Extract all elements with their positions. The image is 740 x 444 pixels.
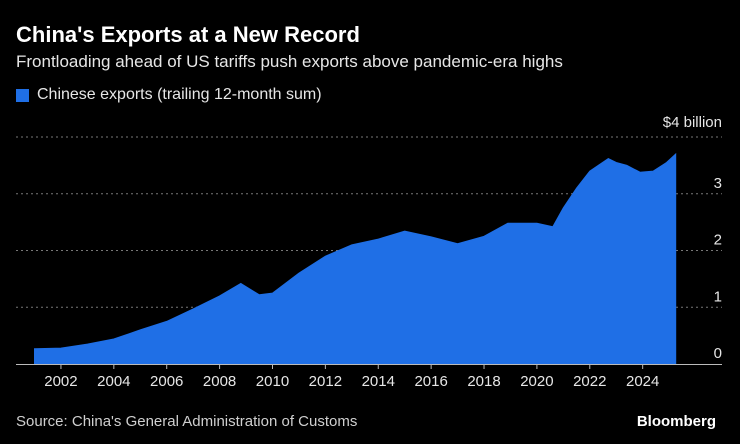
chart-subtitle: Frontloading ahead of US tariffs push ex… xyxy=(16,52,563,71)
legend-swatch xyxy=(16,88,29,102)
x-tick-label: 2014 xyxy=(362,373,395,390)
x-tick-label: 2020 xyxy=(520,373,553,390)
chart-title: China's Exports at a New Record xyxy=(16,22,360,47)
x-tick-label: 2016 xyxy=(414,373,447,390)
x-tick-label: 2022 xyxy=(573,373,606,390)
x-tick-label: 2012 xyxy=(309,373,342,390)
y-tick-label: $4 billion xyxy=(663,114,722,131)
x-tick-label: 2006 xyxy=(150,373,183,390)
x-tick-label: 2002 xyxy=(44,373,77,390)
source-note: Source: China's General Administration o… xyxy=(16,413,358,430)
legend: Chinese exports (trailing 12-month sum) xyxy=(16,86,322,104)
x-tick-label: 2010 xyxy=(256,373,289,390)
legend-label: Chinese exports (trailing 12-month sum) xyxy=(37,86,322,103)
y-tick-label: 3 xyxy=(714,175,722,192)
bloomberg-logo: Bloomberg xyxy=(636,413,716,430)
x-tick-label: 2018 xyxy=(467,373,500,390)
x-tick-label: 2004 xyxy=(97,373,130,390)
exports-area xyxy=(34,152,677,365)
y-tick-label: 1 xyxy=(714,288,722,305)
y-tick-label: 0 xyxy=(714,345,722,362)
x-tick-label: 2008 xyxy=(203,373,236,390)
x-tick-label: 2024 xyxy=(626,373,659,390)
y-tick-label: 2 xyxy=(714,232,722,249)
